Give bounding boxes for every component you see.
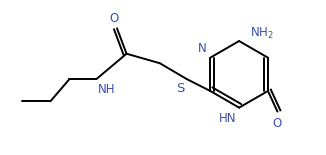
Text: S: S bbox=[176, 82, 184, 95]
Text: HN: HN bbox=[218, 112, 236, 125]
Text: NH: NH bbox=[98, 83, 115, 96]
Text: O: O bbox=[273, 117, 282, 130]
Text: O: O bbox=[110, 11, 119, 24]
Text: N: N bbox=[198, 42, 206, 55]
Text: NH$_2$: NH$_2$ bbox=[250, 26, 274, 41]
